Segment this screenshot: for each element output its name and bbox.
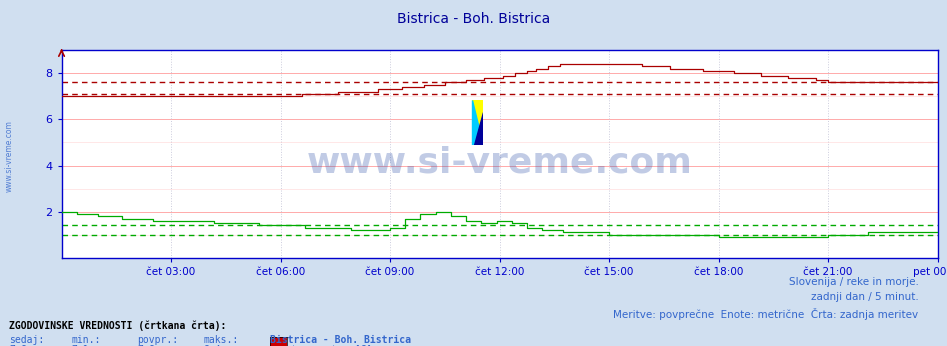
- Text: min.:: min.:: [71, 335, 100, 345]
- Text: 7,6: 7,6: [137, 345, 155, 346]
- Text: 8,4: 8,4: [204, 345, 222, 346]
- Text: www.si-vreme.com: www.si-vreme.com: [307, 145, 692, 179]
- Text: Meritve: povprečne  Enote: metrične  Črta: zadnja meritev: Meritve: povprečne Enote: metrične Črta:…: [614, 308, 919, 320]
- Text: temperatura[C]: temperatura[C]: [291, 345, 373, 346]
- Text: 7,6: 7,6: [9, 345, 27, 346]
- Text: Bistrica - Boh. Bistrica: Bistrica - Boh. Bistrica: [397, 12, 550, 26]
- Text: 7,1: 7,1: [71, 345, 89, 346]
- Text: sedaj:: sedaj:: [9, 335, 45, 345]
- Text: www.si-vreme.com: www.si-vreme.com: [5, 120, 14, 192]
- Text: ZGODOVINSKE VREDNOSTI (črtkana črta):: ZGODOVINSKE VREDNOSTI (črtkana črta):: [9, 320, 227, 330]
- Polygon shape: [472, 100, 483, 145]
- Text: zadnji dan / 5 minut.: zadnji dan / 5 minut.: [811, 292, 919, 302]
- Text: povpr.:: povpr.:: [137, 335, 178, 345]
- Polygon shape: [474, 111, 483, 145]
- Text: maks.:: maks.:: [204, 335, 239, 345]
- Text: Bistrica - Boh. Bistrica: Bistrica - Boh. Bistrica: [270, 335, 411, 345]
- Polygon shape: [472, 100, 483, 145]
- Text: Slovenija / reke in morje.: Slovenija / reke in morje.: [789, 277, 919, 287]
